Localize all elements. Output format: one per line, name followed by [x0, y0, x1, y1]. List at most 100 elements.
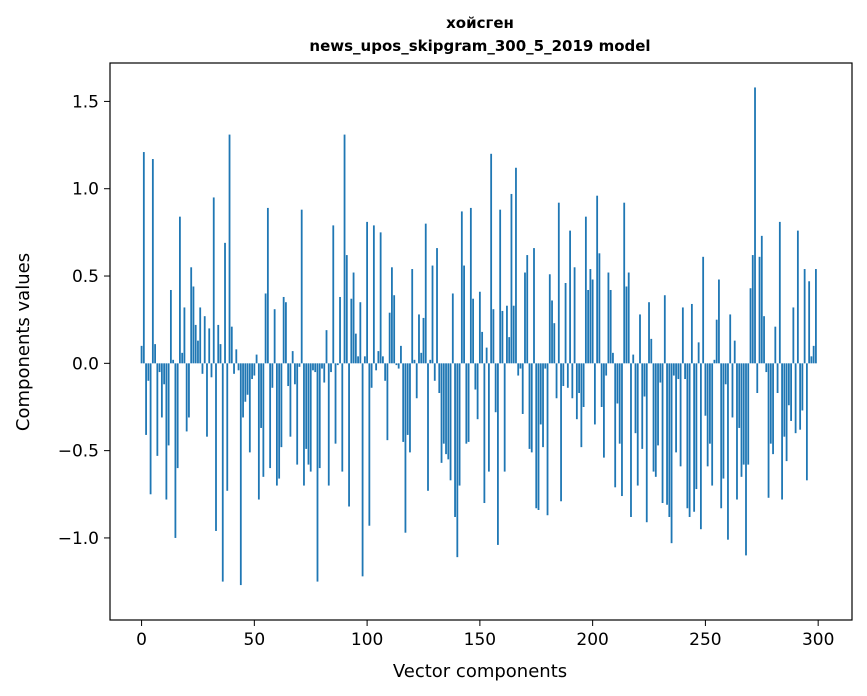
- bar-266: [740, 363, 743, 477]
- x-axis-ticks: 0 50 100 150 200 250 300: [136, 620, 834, 650]
- bar-167: [517, 363, 520, 376]
- bar-72: [303, 363, 305, 486]
- x-tick-label: 200: [576, 630, 608, 650]
- bar-89: [341, 363, 344, 472]
- bar-65: [287, 363, 290, 387]
- bar-253: [711, 363, 714, 486]
- bar-146: [469, 207, 472, 364]
- bar-42: [235, 349, 238, 364]
- bar-169: [521, 363, 524, 414]
- bar-201: [593, 363, 596, 425]
- bar-299: [815, 269, 817, 364]
- bar-130: [433, 363, 436, 381]
- bar-232: [663, 295, 666, 364]
- bar-47: [246, 363, 249, 395]
- bar-69: [296, 363, 299, 465]
- bar-67: [291, 351, 294, 364]
- bar-162: [506, 305, 508, 364]
- bar-268: [745, 363, 747, 556]
- bar-46: [244, 363, 247, 402]
- bar-227: [652, 363, 655, 472]
- bar-241: [684, 363, 686, 380]
- bar-102: [370, 363, 373, 388]
- bar-279: [769, 363, 772, 444]
- bar-132: [438, 363, 441, 394]
- bar-242: [686, 363, 689, 509]
- bar-177: [539, 363, 542, 425]
- bar-11: [165, 363, 168, 500]
- bar-284: [781, 363, 783, 500]
- bar-97: [359, 302, 362, 364]
- bar-7: [156, 363, 159, 456]
- bar-62: [280, 363, 283, 448]
- x-tick-label: 0: [136, 630, 147, 650]
- bar-220: [636, 363, 639, 486]
- bar-282: [776, 363, 779, 394]
- bar-278: [767, 363, 770, 498]
- bars-group: [140, 87, 817, 586]
- bar-121: [413, 359, 416, 364]
- bar-93: [350, 298, 353, 364]
- bar-20: [185, 363, 188, 432]
- bar-147: [472, 298, 474, 364]
- bar-141: [458, 363, 461, 486]
- bar-58: [271, 363, 274, 388]
- bar-261: [729, 314, 732, 364]
- bar-156: [492, 309, 495, 364]
- bar-41: [233, 363, 235, 374]
- bar-90: [343, 134, 346, 364]
- bar-237: [675, 363, 677, 453]
- bar-35: [219, 344, 222, 364]
- bar-274: [758, 256, 761, 364]
- bar-202: [596, 195, 599, 364]
- bar-110: [388, 312, 391, 364]
- bar-288: [790, 363, 792, 421]
- bar-258: [722, 363, 725, 479]
- bar-283: [778, 221, 781, 364]
- bar-184: [555, 363, 558, 399]
- bar-222: [641, 363, 644, 449]
- bar-148: [474, 363, 477, 390]
- bar-53: [260, 363, 262, 428]
- bar-236: [672, 363, 675, 376]
- bar-116: [402, 363, 405, 442]
- bar-199: [589, 269, 592, 364]
- bar-188: [564, 283, 567, 364]
- bar-211: [616, 363, 619, 404]
- bar-276: [763, 316, 765, 364]
- y-tick-label: 1.0: [72, 180, 99, 200]
- bar-111: [391, 267, 393, 364]
- bar-289: [792, 307, 795, 364]
- bar-21: [188, 363, 190, 418]
- bar-263: [733, 340, 736, 364]
- bar-265: [738, 363, 741, 428]
- bar-15: [174, 363, 177, 538]
- y-tick-label: 1.5: [72, 92, 99, 112]
- bar-149: [476, 363, 479, 420]
- bar-159: [499, 209, 502, 364]
- bar-157: [494, 363, 497, 413]
- bar-13: [169, 289, 172, 364]
- y-tick-label: −1.0: [58, 529, 99, 549]
- bar-252: [709, 363, 711, 444]
- bar-138: [451, 293, 454, 364]
- y-tick-label: 0.0: [72, 354, 99, 374]
- x-tick-label: 100: [351, 630, 383, 650]
- bar-107: [381, 356, 384, 364]
- bar-99: [363, 356, 366, 364]
- bar-219: [634, 363, 637, 434]
- bar-172: [528, 363, 531, 449]
- bar-154: [487, 363, 490, 472]
- bar-277: [765, 363, 768, 373]
- bar-6: [154, 344, 156, 364]
- bar-95: [354, 333, 357, 364]
- bar-243: [688, 363, 691, 517]
- bar-81: [323, 363, 326, 383]
- bar-80: [321, 363, 323, 369]
- bar-254: [713, 359, 716, 364]
- bar-51: [255, 354, 258, 364]
- bar-226: [650, 338, 653, 364]
- bar-193: [575, 363, 578, 420]
- bar-106: [379, 232, 382, 364]
- bar-64: [285, 302, 287, 364]
